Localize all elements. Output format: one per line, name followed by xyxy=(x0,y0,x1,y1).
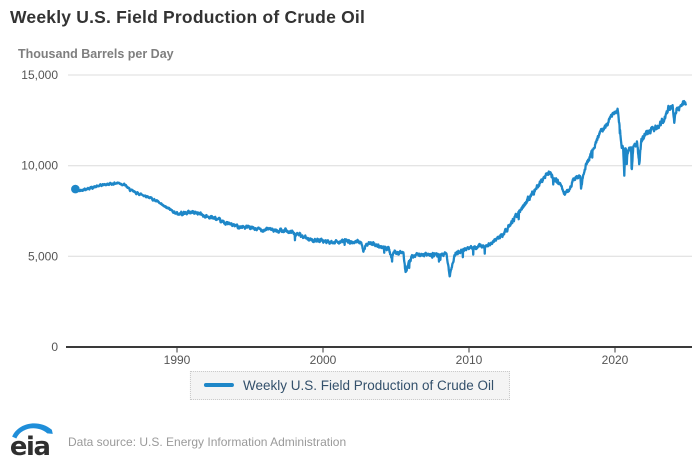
series-start-marker xyxy=(71,184,80,194)
legend-line-swatch xyxy=(203,383,234,387)
crude-oil-production-line xyxy=(74,99,687,278)
legend-label: Weekly U.S. Field Production of Crude Oi… xyxy=(242,377,495,393)
x-tick-label: 2000 xyxy=(310,353,337,367)
eia-logo: eia xyxy=(10,423,53,459)
x-tick-label: 2020 xyxy=(602,353,629,367)
y-tick-label: 5,000 xyxy=(28,249,58,263)
y-tick-label: 15,000 xyxy=(21,68,58,82)
chart-title: Weekly U.S. Field Production of Crude Oi… xyxy=(10,7,366,27)
legend-item[interactable]: Weekly U.S. Field Production of Crude Oi… xyxy=(189,371,511,400)
x-tick-label: 1990 xyxy=(164,353,191,367)
footer: eia Data source: U.S. Energy Information… xyxy=(8,418,346,459)
eia-logo-swoosh xyxy=(12,423,53,439)
y-axis-unit-label: Thousand Barrels per Day xyxy=(18,47,174,61)
y-tick-label: 0 xyxy=(51,340,58,354)
x-tick-label: 2010 xyxy=(456,353,483,367)
data-source-text: Data source: U.S. Energy Information Adm… xyxy=(68,434,347,449)
y-tick-label: 10,000 xyxy=(21,159,58,173)
eia-logo-text: eia xyxy=(10,432,50,459)
